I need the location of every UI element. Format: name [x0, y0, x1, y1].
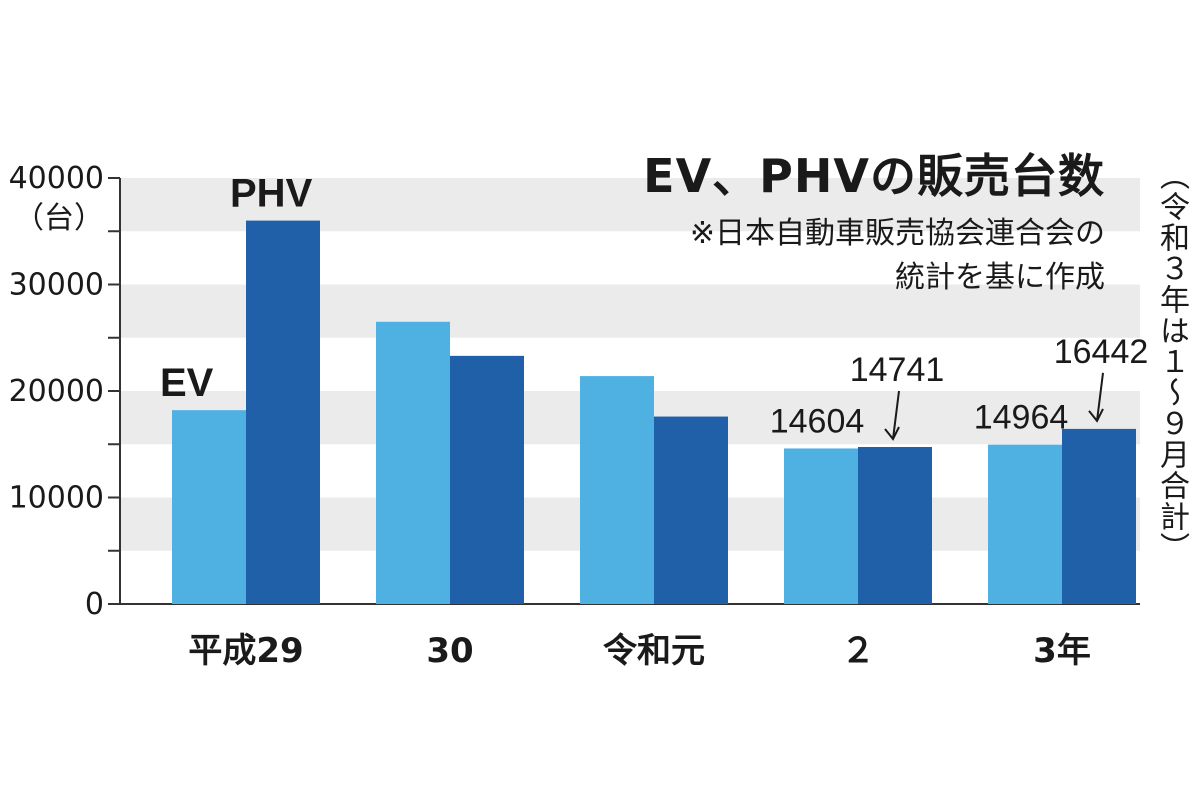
data-label: 14964 — [974, 399, 1069, 437]
chart-title: EV、PHVの販売台数 — [643, 149, 1105, 203]
bar-phv-2 — [450, 355, 524, 604]
data-label: 14741 — [850, 351, 945, 389]
series-label-ev: EV — [160, 361, 214, 405]
source-note: ※日本自動車販売協会連合会の 統計を基に作成 — [520, 212, 1105, 300]
data-label: 14604 — [770, 402, 865, 440]
bar-ev-5 — [988, 444, 1062, 604]
bar-ev-4 — [784, 448, 858, 604]
y-tick-label: 20000 — [9, 374, 104, 409]
bar-ev-3 — [580, 376, 654, 604]
y-axis-unit: （台） — [14, 201, 104, 236]
y-tick-label: 30000 — [9, 268, 104, 303]
bar-phv-1 — [246, 220, 320, 604]
bar-phv-4 — [858, 447, 932, 604]
data-label-arrow — [884, 390, 900, 441]
x-tick-label: 30 — [426, 631, 473, 671]
x-tick-label: 令和元 — [603, 631, 705, 671]
y-tick-label: 10000 — [9, 481, 104, 516]
x-tick-label: ２ — [841, 631, 875, 671]
source-note-line-2: 統計を基に作成 — [895, 260, 1105, 295]
bar-ev-1 — [172, 410, 246, 604]
x-tick-label: 3年 — [1033, 631, 1091, 671]
series-label-phv: PHV — [230, 172, 313, 216]
data-label-arrow — [1088, 372, 1104, 423]
data-label: 16442 — [1054, 333, 1149, 371]
bar-phv-5 — [1062, 428, 1136, 604]
bar-ev-2 — [376, 321, 450, 604]
source-note-line-1: ※日本自動車販売協会連合会の — [689, 216, 1105, 251]
bar-phv-3 — [654, 416, 728, 604]
x-tick-label: 平成29 — [188, 631, 303, 671]
y-tick-label: 0 — [85, 587, 104, 622]
y-tick-label: 40000 — [9, 161, 104, 196]
period-note: （令和３年は１〜９月合計） — [1154, 160, 1189, 563]
